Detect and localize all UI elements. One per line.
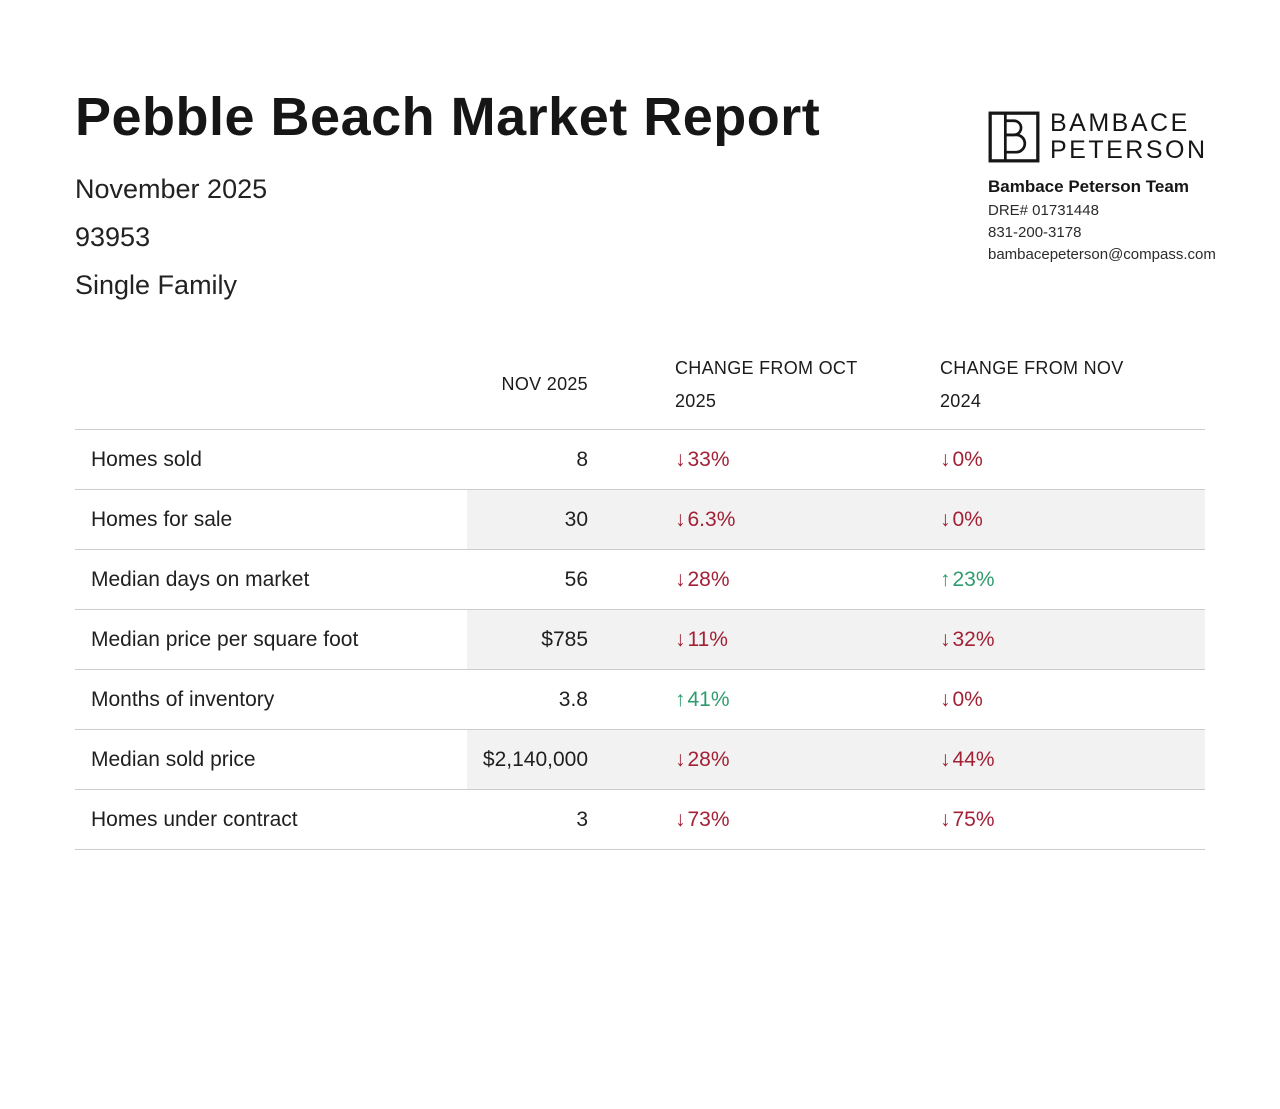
brand-block: BAMBACE PETERSON Bambace Peterson Team D… <box>988 110 1240 264</box>
down-arrow-icon: ↓ <box>940 507 951 531</box>
row-change-oct: ↓ 28% <box>600 550 940 609</box>
column-header-metric <box>75 340 467 429</box>
up-arrow-icon: ↑ <box>675 687 686 711</box>
change-percent: 33% <box>687 447 730 471</box>
row-value: $785 <box>467 610 600 669</box>
table-row: Homes for sale 30 ↓ 6.3% ↓ 0% <box>75 490 1205 550</box>
change-percent: 23% <box>952 567 995 591</box>
row-change-nov: ↓ 0% <box>940 430 1205 489</box>
row-label: Homes sold <box>91 447 202 471</box>
bambace-peterson-monogram-icon <box>988 111 1040 163</box>
column-header-change-nov: CHANGE FROM NOV 2024 <box>940 357 1124 411</box>
down-arrow-icon: ↓ <box>940 747 951 771</box>
page-title: Pebble Beach Market Report <box>75 87 821 147</box>
column-header-nov-2025: NOV 2025 <box>501 374 588 394</box>
down-arrow-icon: ↓ <box>940 627 951 651</box>
logo-word-bambace: BAMBACE <box>1050 109 1190 137</box>
row-change-nov: ↑ 23% <box>940 550 1205 609</box>
report-subtitles: November 2025 93953 Single Family <box>75 165 267 309</box>
down-arrow-icon: ↓ <box>675 807 686 831</box>
row-change-oct: ↓ 73% <box>600 790 940 849</box>
row-label: Homes for sale <box>91 507 233 531</box>
brand-logo: BAMBACE PETERSON <box>988 110 1240 164</box>
down-arrow-icon: ↓ <box>675 627 686 651</box>
change-percent: 0% <box>952 687 983 711</box>
table-row: Median days on market 56 ↓ 28% ↑ 23% <box>75 550 1205 610</box>
row-label: Homes under contract <box>91 807 298 831</box>
row-value: 3 <box>576 807 588 831</box>
change-percent: 73% <box>687 807 730 831</box>
table-header-row: NOV 2025 CHANGE FROM OCT 2025 CHANGE FRO… <box>75 340 1205 430</box>
down-arrow-icon: ↓ <box>940 687 951 711</box>
team-name: Bambace Peterson Team <box>988 177 1189 196</box>
row-change-nov: ↓ 75% <box>940 790 1205 849</box>
down-arrow-icon: ↓ <box>675 507 686 531</box>
row-change-oct: ↓ 6.3% <box>600 490 940 549</box>
row-value: 3.8 <box>558 687 588 711</box>
row-change-nov: ↓ 44% <box>940 730 1205 789</box>
table-body: Homes sold 8 ↓ 33% ↓ 0% Homes for sale 30 … <box>75 430 1205 850</box>
logo-word-peterson: PETERSON <box>1050 136 1208 164</box>
change-percent: 0% <box>952 507 983 531</box>
row-change-oct: ↓ 33% <box>600 430 940 489</box>
change-percent: 75% <box>952 807 995 831</box>
row-label: Median days on market <box>91 567 310 591</box>
down-arrow-icon: ↓ <box>940 807 951 831</box>
row-value: $2,140,000 <box>467 730 600 789</box>
table-row: Homes sold 8 ↓ 33% ↓ 0% <box>75 430 1205 490</box>
report-property-type: Single Family <box>75 270 238 300</box>
change-percent: 11% <box>687 627 728 651</box>
report-zip: 93953 <box>75 222 151 252</box>
report-month: November 2025 <box>75 174 268 204</box>
down-arrow-icon: ↓ <box>675 747 686 771</box>
row-value: 30 <box>467 490 600 549</box>
row-change-oct: ↑ 41% <box>600 670 940 729</box>
team-email: bambacepeterson@compass.com <box>988 246 1216 263</box>
table-row: Median sold price $2,140,000 ↓ 28% ↓ 44% <box>75 730 1205 790</box>
down-arrow-icon: ↓ <box>940 447 951 471</box>
market-stats-table: NOV 2025 CHANGE FROM OCT 2025 CHANGE FRO… <box>75 340 1205 850</box>
row-label: Months of inventory <box>91 687 275 711</box>
row-label: Median sold price <box>91 747 256 771</box>
team-dre-number: DRE# 01731448 <box>988 202 1099 219</box>
row-change-oct: ↓ 11% <box>600 610 940 669</box>
down-arrow-icon: ↓ <box>675 447 686 471</box>
change-percent: 28% <box>687 747 730 771</box>
row-change-nov: ↓ 0% <box>940 670 1205 729</box>
row-change-nov: ↓ 32% <box>940 610 1205 669</box>
change-percent: 0% <box>952 447 983 471</box>
column-header-change-oct: CHANGE FROM OCT 2025 <box>675 357 858 411</box>
row-label: Median price per square foot <box>91 627 359 651</box>
row-value: 56 <box>564 567 588 591</box>
change-percent: 32% <box>952 627 995 651</box>
team-phone: 831-200-3178 <box>988 224 1082 241</box>
table-row: Homes under contract 3 ↓ 73% ↓ 75% <box>75 790 1205 850</box>
down-arrow-icon: ↓ <box>675 567 686 591</box>
row-change-oct: ↓ 28% <box>600 730 940 789</box>
change-percent: 28% <box>687 567 730 591</box>
table-row: Months of inventory 3.8 ↑ 41% ↓ 0% <box>75 670 1205 730</box>
brand-wordmark: BAMBACE PETERSON <box>1050 110 1208 164</box>
change-percent: 41% <box>687 687 730 711</box>
change-percent: 44% <box>952 747 995 771</box>
row-value: 8 <box>576 447 588 471</box>
table-row: Median price per square foot $785 ↓ 11% ↓… <box>75 610 1205 670</box>
row-change-nov: ↓ 0% <box>940 490 1205 549</box>
change-percent: 6.3% <box>687 507 736 531</box>
up-arrow-icon: ↑ <box>940 567 951 591</box>
